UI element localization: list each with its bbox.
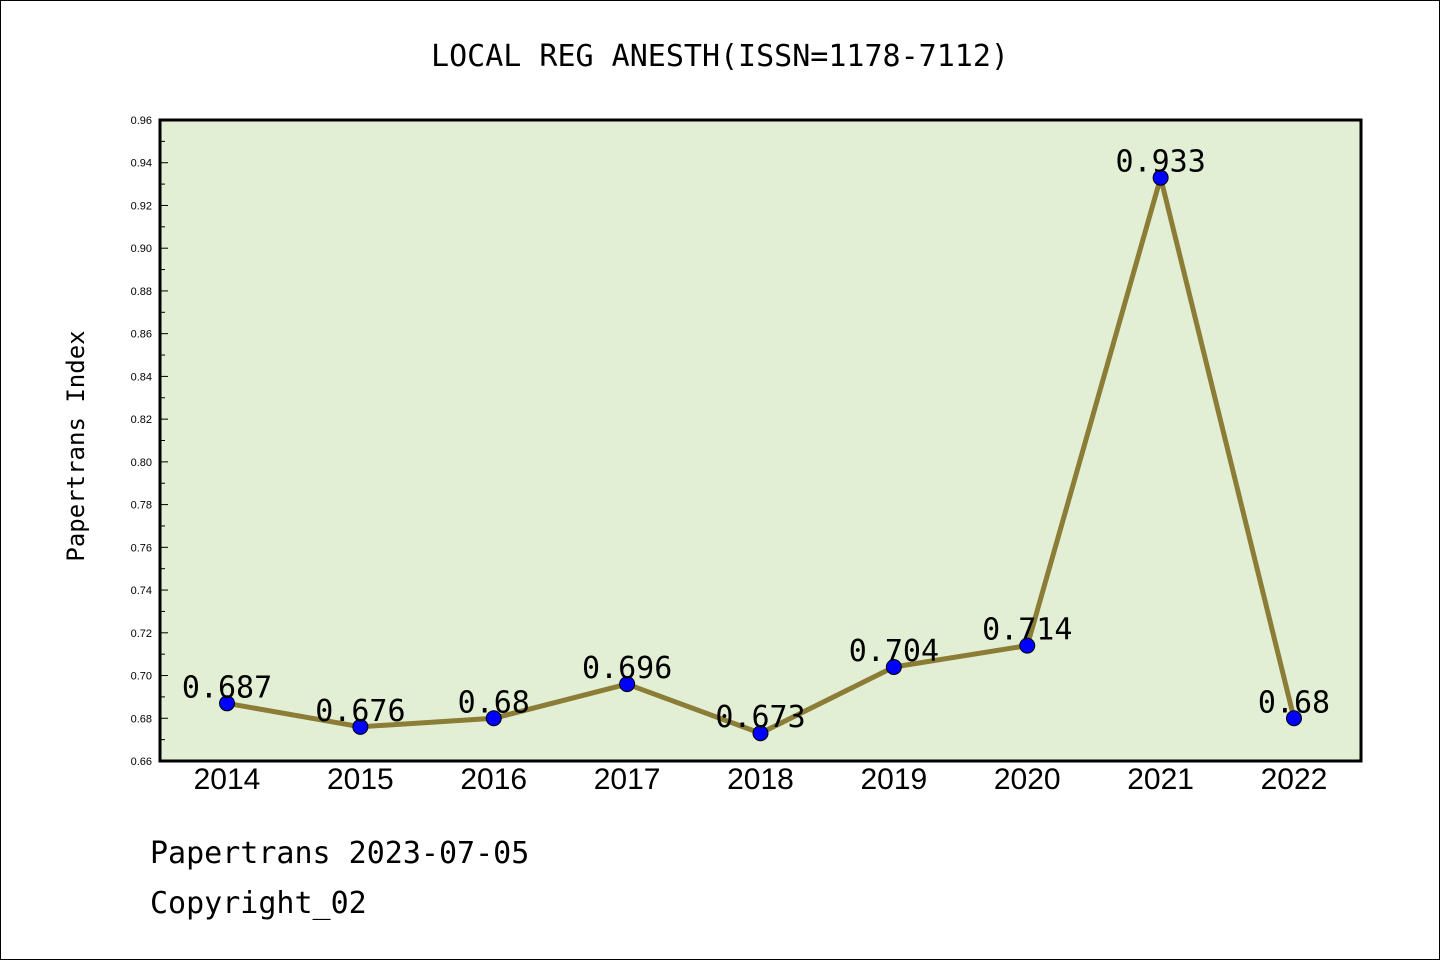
y-axis: 0.66 0.68 0.70 0.72 0.74 0.76 0.78 0.80 0.82 0.84… [131, 115, 168, 768]
plot-area [158, 118, 1363, 763]
data-point [485, 710, 502, 727]
y-tick-label: 0.74 [131, 585, 152, 597]
data-label: 0.687 [182, 670, 272, 705]
data-label: 0.704 [849, 634, 939, 669]
footer-date: Papertrans 2023-07-05 [150, 836, 530, 871]
y-tick-label: 0.82 [131, 414, 152, 426]
y-tick-label: 0.96 [131, 115, 152, 127]
x-tick-label: 2021 [1127, 763, 1194, 796]
data-label: 0.673 [715, 700, 805, 735]
data-label: 0.676 [315, 694, 405, 729]
data-point [219, 695, 235, 712]
x-tick-label: 2018 [727, 763, 794, 796]
data-point [352, 718, 369, 735]
y-tick-label: 0.90 [131, 243, 152, 255]
y-tick-label: 0.70 [131, 671, 152, 683]
y-tick-label: 0.92 [131, 200, 152, 212]
y-tick-label: 0.88 [131, 286, 152, 298]
data-point [885, 658, 902, 675]
data-labels: 0.687 0.676 0.68 0.696 0.673 0.704 0.714 0.933 0… [182, 145, 1330, 736]
y-axis-label: Papertrans Index [62, 330, 90, 561]
x-axis: 2014 2015 2016 2017 2018 2019 2020 2021 2022 [194, 763, 1328, 796]
data-label: 0.696 [582, 651, 672, 686]
y-tick-label: 0.72 [131, 628, 152, 640]
footer-copyright: Copyright_02 [150, 886, 367, 921]
y-tick-label: 0.80 [131, 457, 152, 469]
y-tick-label: 0.86 [131, 329, 152, 341]
x-tick-label: 2017 [594, 763, 661, 796]
y-tick-label: 0.66 [131, 756, 152, 768]
data-label: 0.933 [1115, 145, 1205, 180]
x-tick-label: 2014 [194, 763, 261, 796]
y-tick-label: 0.94 [131, 158, 152, 170]
data-point [1286, 710, 1302, 727]
data-label: 0.68 [458, 685, 530, 720]
data-point [1152, 169, 1169, 186]
x-tick-label: 2015 [327, 763, 394, 796]
x-tick-label: 2019 [861, 763, 928, 796]
data-point [619, 676, 636, 693]
y-tick-label: 0.78 [131, 500, 152, 512]
data-label: 0.68 [1258, 685, 1330, 720]
x-tick-label: 2020 [994, 763, 1061, 796]
x-tick-label: 2016 [460, 763, 527, 796]
data-point [1019, 637, 1036, 654]
data-points [219, 169, 1302, 742]
y-tick-label: 0.76 [131, 542, 152, 554]
data-label: 0.714 [982, 613, 1072, 648]
x-tick-label: 2022 [1261, 763, 1328, 796]
chart-title: LOCAL REG ANESTH(ISSN=1178-7112) [431, 39, 1009, 74]
y-tick-label: 0.68 [131, 713, 152, 725]
data-point [752, 725, 769, 742]
y-tick-label: 0.84 [131, 371, 152, 383]
